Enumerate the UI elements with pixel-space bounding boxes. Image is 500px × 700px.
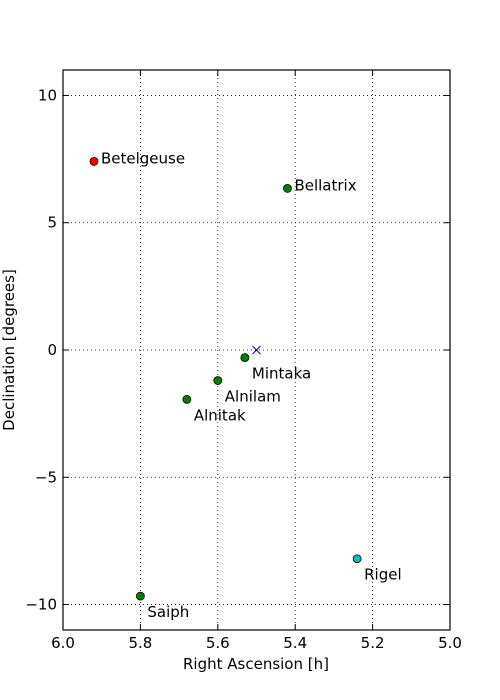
point-label: Rigel <box>364 566 402 584</box>
point-label: Alnitak <box>194 406 246 424</box>
y-tick-label: −10 <box>25 596 57 614</box>
point-label: Bellatrix <box>294 176 356 194</box>
point-marker <box>182 394 192 404</box>
point-marker <box>135 591 145 601</box>
point-marker <box>213 376 223 385</box>
x-tick-label: 5.0 <box>438 634 462 652</box>
point-marker <box>352 554 362 564</box>
y-tick-label: 10 <box>38 86 57 104</box>
y-tick-label: 0 <box>47 341 57 359</box>
y-tick-label: −5 <box>35 468 57 486</box>
point-label: Betelgeuse <box>101 149 185 167</box>
point-marker <box>89 156 99 166</box>
x-tick-label: 6.0 <box>51 634 75 652</box>
data-points: Betelgeuse Bellatrix Mintaka AlnilamAlnitak… <box>89 149 402 621</box>
point-label: Mintaka <box>252 365 311 383</box>
x-tick-label: 5.6 <box>206 634 230 652</box>
point-label: Alnilam <box>225 388 281 406</box>
point-marker <box>283 183 292 193</box>
y-tick-label: 5 <box>47 214 57 232</box>
x-marker-stroke <box>252 345 261 355</box>
x-tick-label: 5.4 <box>283 634 307 652</box>
point-label: Saiph <box>147 603 189 621</box>
tick-labels: 6.0 5.8 5.6 5.4 5.2 5.0 10 5 0 −5 −10 <box>25 86 462 652</box>
plot-frame <box>62 69 451 631</box>
y-axis-label: Declination [degrees] <box>0 269 18 431</box>
point-marker <box>240 353 250 363</box>
x-axis-label: Right Ascension [h] <box>183 655 329 673</box>
x-tick-label: 5.8 <box>128 634 152 652</box>
x-tick-label: 5.2 <box>361 634 385 652</box>
